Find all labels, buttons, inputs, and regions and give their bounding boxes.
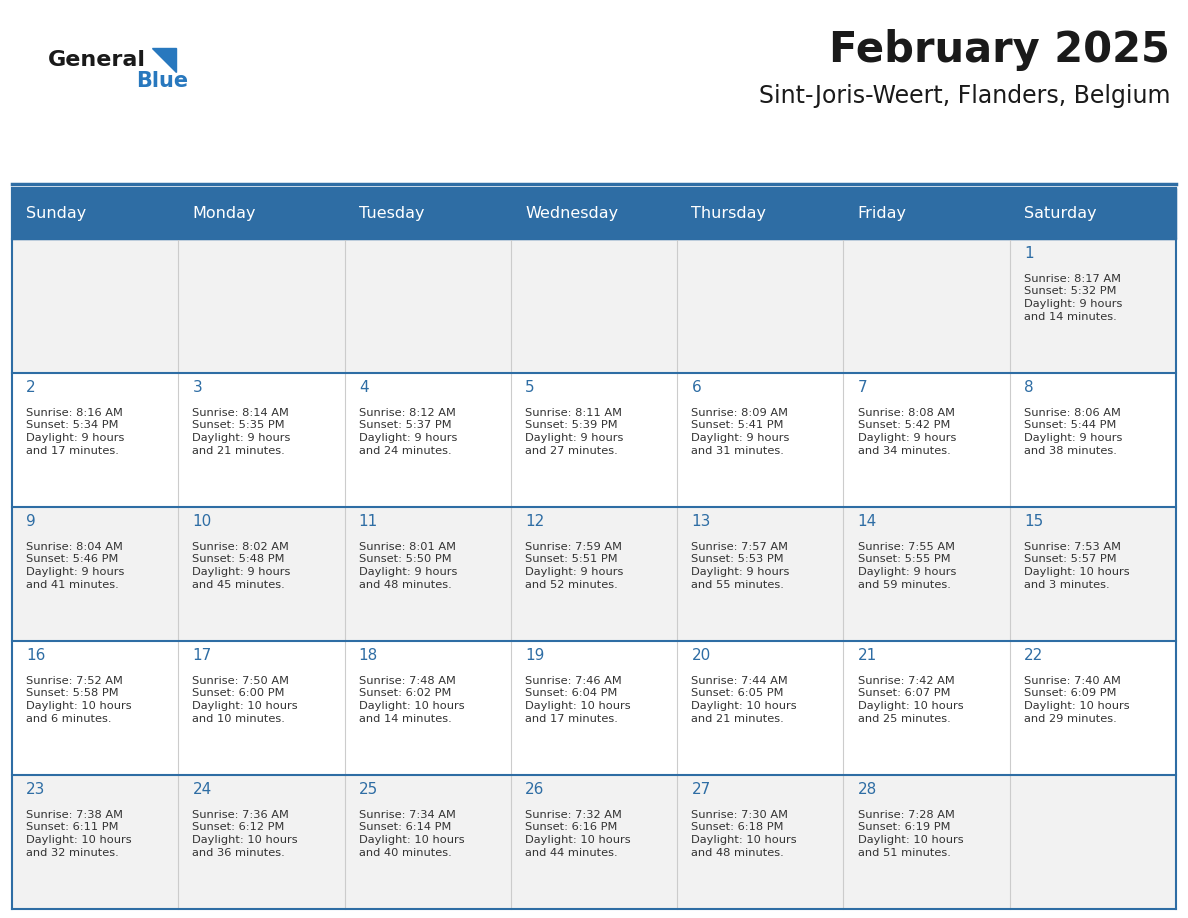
Text: Sunrise: 7:32 AM
Sunset: 6:16 PM
Daylight: 10 hours
and 44 minutes.: Sunrise: 7:32 AM Sunset: 6:16 PM Dayligh…: [525, 810, 631, 858]
Bar: [1010, 188, 1176, 239]
Bar: [677, 188, 843, 239]
Text: 1: 1: [1024, 246, 1034, 261]
Text: 6: 6: [691, 380, 701, 395]
Text: General: General: [48, 50, 145, 70]
Bar: [12, 641, 1176, 775]
Text: 14: 14: [858, 514, 877, 529]
Text: 11: 11: [359, 514, 378, 529]
Text: Tuesday: Tuesday: [359, 206, 424, 221]
Text: Sunrise: 8:16 AM
Sunset: 5:34 PM
Daylight: 9 hours
and 17 minutes.: Sunrise: 8:16 AM Sunset: 5:34 PM Dayligh…: [26, 408, 125, 456]
Bar: [178, 188, 345, 239]
Bar: [12, 188, 178, 239]
Text: Thursday: Thursday: [691, 206, 766, 221]
Text: Friday: Friday: [858, 206, 906, 221]
Text: Sunrise: 7:36 AM
Sunset: 6:12 PM
Daylight: 10 hours
and 36 minutes.: Sunrise: 7:36 AM Sunset: 6:12 PM Dayligh…: [192, 810, 298, 858]
Text: February 2025: February 2025: [829, 29, 1170, 72]
Text: 4: 4: [359, 380, 368, 395]
Text: 21: 21: [858, 648, 877, 663]
Text: Sunrise: 8:02 AM
Sunset: 5:48 PM
Daylight: 9 hours
and 45 minutes.: Sunrise: 8:02 AM Sunset: 5:48 PM Dayligh…: [192, 542, 291, 590]
Bar: [511, 188, 677, 239]
Text: 10: 10: [192, 514, 211, 529]
Text: Sunrise: 7:46 AM
Sunset: 6:04 PM
Daylight: 10 hours
and 17 minutes.: Sunrise: 7:46 AM Sunset: 6:04 PM Dayligh…: [525, 676, 631, 724]
Text: Sunrise: 7:48 AM
Sunset: 6:02 PM
Daylight: 10 hours
and 14 minutes.: Sunrise: 7:48 AM Sunset: 6:02 PM Dayligh…: [359, 676, 465, 724]
Text: 12: 12: [525, 514, 544, 529]
Text: Sunrise: 7:34 AM
Sunset: 6:14 PM
Daylight: 10 hours
and 40 minutes.: Sunrise: 7:34 AM Sunset: 6:14 PM Dayligh…: [359, 810, 465, 858]
Text: Saturday: Saturday: [1024, 206, 1097, 221]
Bar: [12, 188, 1176, 239]
Text: 5: 5: [525, 380, 535, 395]
Text: Monday: Monday: [192, 206, 255, 221]
Text: Sunrise: 7:38 AM
Sunset: 6:11 PM
Daylight: 10 hours
and 32 minutes.: Sunrise: 7:38 AM Sunset: 6:11 PM Dayligh…: [26, 810, 132, 858]
Text: 15: 15: [1024, 514, 1043, 529]
Text: Sunrise: 7:55 AM
Sunset: 5:55 PM
Daylight: 9 hours
and 59 minutes.: Sunrise: 7:55 AM Sunset: 5:55 PM Dayligh…: [858, 542, 956, 590]
Text: Sunrise: 7:28 AM
Sunset: 6:19 PM
Daylight: 10 hours
and 51 minutes.: Sunrise: 7:28 AM Sunset: 6:19 PM Dayligh…: [858, 810, 963, 858]
Bar: [12, 239, 1176, 373]
Text: Sunrise: 8:17 AM
Sunset: 5:32 PM
Daylight: 9 hours
and 14 minutes.: Sunrise: 8:17 AM Sunset: 5:32 PM Dayligh…: [1024, 274, 1123, 322]
Text: Sunrise: 8:11 AM
Sunset: 5:39 PM
Daylight: 9 hours
and 27 minutes.: Sunrise: 8:11 AM Sunset: 5:39 PM Dayligh…: [525, 408, 624, 456]
Text: 3: 3: [192, 380, 202, 395]
Text: 23: 23: [26, 782, 45, 797]
Text: 17: 17: [192, 648, 211, 663]
Bar: [345, 188, 511, 239]
Text: Sunrise: 7:44 AM
Sunset: 6:05 PM
Daylight: 10 hours
and 21 minutes.: Sunrise: 7:44 AM Sunset: 6:05 PM Dayligh…: [691, 676, 797, 724]
Text: 13: 13: [691, 514, 710, 529]
Text: Wednesday: Wednesday: [525, 206, 618, 221]
Text: Blue: Blue: [137, 71, 189, 91]
Text: 20: 20: [691, 648, 710, 663]
Text: Sunrise: 8:08 AM
Sunset: 5:42 PM
Daylight: 9 hours
and 34 minutes.: Sunrise: 8:08 AM Sunset: 5:42 PM Dayligh…: [858, 408, 956, 456]
Text: 9: 9: [26, 514, 36, 529]
Text: 7: 7: [858, 380, 867, 395]
Text: Sunrise: 7:57 AM
Sunset: 5:53 PM
Daylight: 9 hours
and 55 minutes.: Sunrise: 7:57 AM Sunset: 5:53 PM Dayligh…: [691, 542, 790, 590]
Text: Sunrise: 8:12 AM
Sunset: 5:37 PM
Daylight: 9 hours
and 24 minutes.: Sunrise: 8:12 AM Sunset: 5:37 PM Dayligh…: [359, 408, 457, 456]
Text: Sint-Joris-Weert, Flanders, Belgium: Sint-Joris-Weert, Flanders, Belgium: [759, 84, 1170, 108]
Text: 2: 2: [26, 380, 36, 395]
Text: 28: 28: [858, 782, 877, 797]
Text: 22: 22: [1024, 648, 1043, 663]
Text: 27: 27: [691, 782, 710, 797]
Text: 26: 26: [525, 782, 544, 797]
Text: Sunrise: 8:14 AM
Sunset: 5:35 PM
Daylight: 9 hours
and 21 minutes.: Sunrise: 8:14 AM Sunset: 5:35 PM Dayligh…: [192, 408, 291, 456]
Text: Sunrise: 7:42 AM
Sunset: 6:07 PM
Daylight: 10 hours
and 25 minutes.: Sunrise: 7:42 AM Sunset: 6:07 PM Dayligh…: [858, 676, 963, 724]
Bar: [12, 373, 1176, 507]
Text: 16: 16: [26, 648, 45, 663]
Text: Sunrise: 7:59 AM
Sunset: 5:51 PM
Daylight: 9 hours
and 52 minutes.: Sunrise: 7:59 AM Sunset: 5:51 PM Dayligh…: [525, 542, 624, 590]
Bar: [12, 507, 1176, 641]
Text: 25: 25: [359, 782, 378, 797]
Text: Sunrise: 8:04 AM
Sunset: 5:46 PM
Daylight: 9 hours
and 41 minutes.: Sunrise: 8:04 AM Sunset: 5:46 PM Dayligh…: [26, 542, 125, 590]
Bar: [843, 188, 1010, 239]
Text: Sunrise: 8:01 AM
Sunset: 5:50 PM
Daylight: 9 hours
and 48 minutes.: Sunrise: 8:01 AM Sunset: 5:50 PM Dayligh…: [359, 542, 457, 590]
Text: Sunrise: 7:50 AM
Sunset: 6:00 PM
Daylight: 10 hours
and 10 minutes.: Sunrise: 7:50 AM Sunset: 6:00 PM Dayligh…: [192, 676, 298, 724]
Text: Sunrise: 7:52 AM
Sunset: 5:58 PM
Daylight: 10 hours
and 6 minutes.: Sunrise: 7:52 AM Sunset: 5:58 PM Dayligh…: [26, 676, 132, 724]
Bar: [12, 775, 1176, 909]
Text: Sunrise: 8:06 AM
Sunset: 5:44 PM
Daylight: 9 hours
and 38 minutes.: Sunrise: 8:06 AM Sunset: 5:44 PM Dayligh…: [1024, 408, 1123, 456]
Text: Sunday: Sunday: [26, 206, 87, 221]
Text: 18: 18: [359, 648, 378, 663]
Text: 24: 24: [192, 782, 211, 797]
Text: Sunrise: 7:53 AM
Sunset: 5:57 PM
Daylight: 10 hours
and 3 minutes.: Sunrise: 7:53 AM Sunset: 5:57 PM Dayligh…: [1024, 542, 1130, 590]
Text: Sunrise: 7:40 AM
Sunset: 6:09 PM
Daylight: 10 hours
and 29 minutes.: Sunrise: 7:40 AM Sunset: 6:09 PM Dayligh…: [1024, 676, 1130, 724]
Text: Sunrise: 7:30 AM
Sunset: 6:18 PM
Daylight: 10 hours
and 48 minutes.: Sunrise: 7:30 AM Sunset: 6:18 PM Dayligh…: [691, 810, 797, 858]
Polygon shape: [152, 48, 176, 72]
Text: 8: 8: [1024, 380, 1034, 395]
Text: Sunrise: 8:09 AM
Sunset: 5:41 PM
Daylight: 9 hours
and 31 minutes.: Sunrise: 8:09 AM Sunset: 5:41 PM Dayligh…: [691, 408, 790, 456]
Text: 19: 19: [525, 648, 544, 663]
